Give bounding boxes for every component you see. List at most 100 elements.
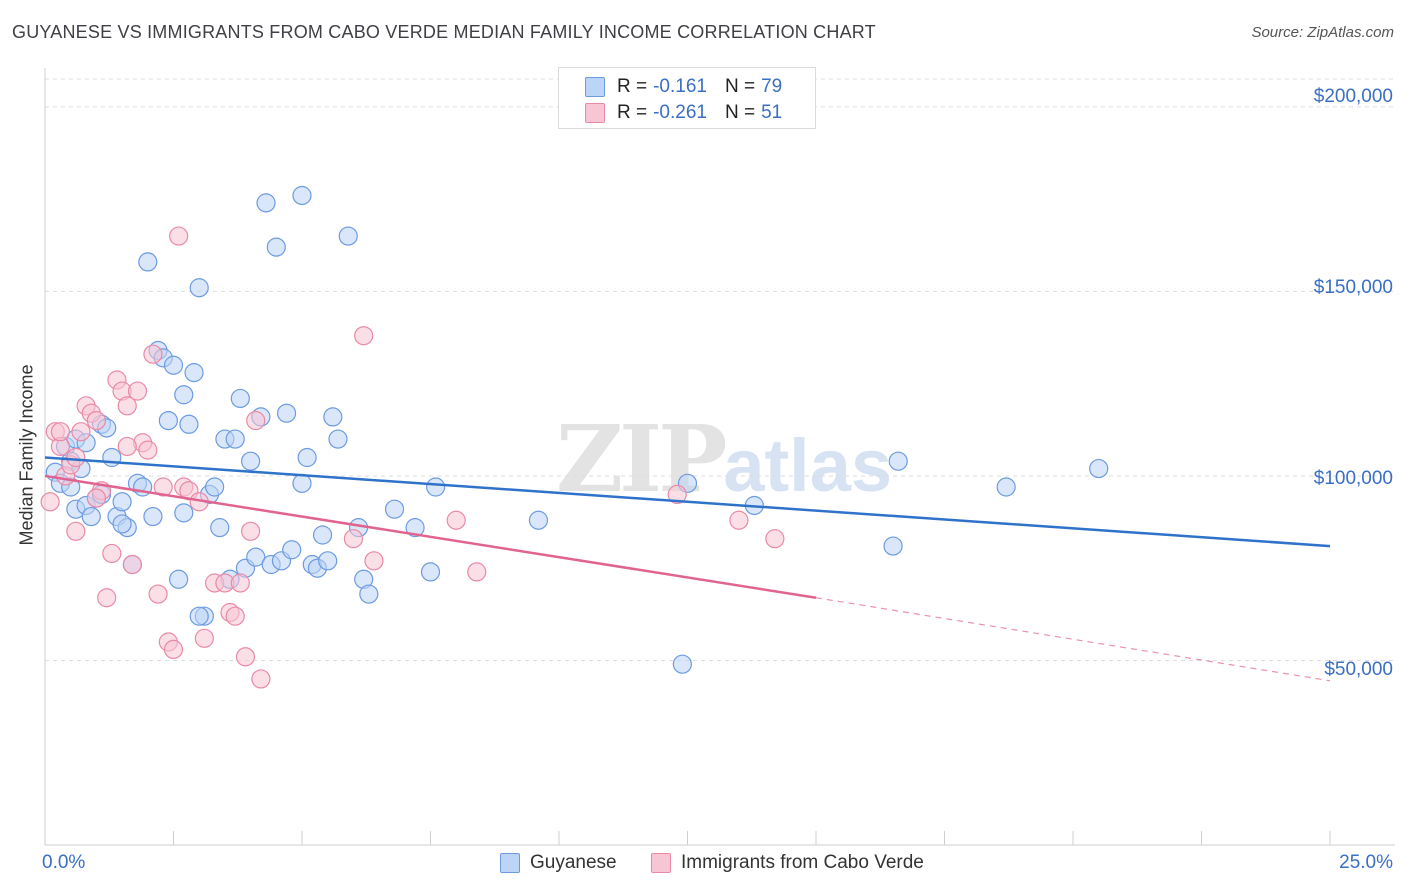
legend-r-value: -0.161 — [653, 76, 707, 97]
point-guyanese — [426, 477, 446, 497]
point-guyanese — [112, 492, 132, 512]
point-guyanese — [174, 385, 194, 405]
point-guyanese — [420, 562, 441, 582]
bottom-legend-swatch-blue — [500, 853, 520, 873]
point-guyanese — [112, 514, 132, 534]
point-cabo-verde — [50, 422, 71, 442]
point-guyanese — [143, 506, 163, 527]
point-guyanese — [297, 447, 317, 468]
correlation-legend: R = -0.161 N = 79 R = -0.261 N = 51 — [558, 67, 816, 129]
point-guyanese — [225, 429, 245, 449]
point-cabo-verde — [225, 606, 245, 626]
point-guyanese — [1089, 458, 1109, 479]
point-cabo-verde — [143, 344, 163, 364]
point-cabo-verde — [71, 422, 91, 442]
point-cabo-verde — [241, 521, 261, 541]
legend-n-label: N = — [724, 102, 756, 123]
point-cabo-verde — [354, 326, 374, 346]
point-guyanese — [384, 499, 405, 519]
point-cabo-verde — [117, 396, 137, 416]
point-cabo-verde — [122, 554, 142, 575]
point-cabo-verde — [364, 551, 384, 571]
point-cabo-verde — [235, 647, 256, 667]
x-tick-label-min: 0.0% — [42, 852, 86, 873]
point-cabo-verde — [138, 440, 158, 460]
point-guyanese — [266, 237, 286, 257]
point-guyanese — [210, 518, 230, 538]
legend-r-label: R = — [617, 76, 648, 97]
point-cabo-verde — [97, 588, 117, 608]
point-cabo-verde — [343, 529, 363, 549]
point-guyanese — [246, 547, 266, 567]
point-guyanese — [138, 252, 158, 272]
point-guyanese — [205, 477, 225, 497]
point-cabo-verde — [446, 510, 466, 530]
point-cabo-verde — [163, 639, 184, 660]
bottom-legend-label: Guyanese — [530, 852, 617, 873]
point-guyanese — [996, 477, 1016, 497]
watermark-atlas: atlas — [723, 424, 893, 507]
point-cabo-verde — [194, 628, 214, 648]
point-guyanese — [241, 451, 261, 471]
trendline-cabo-verde — [44, 474, 817, 599]
point-cabo-verde — [127, 381, 148, 401]
point-guyanese — [323, 407, 343, 427]
point-guyanese — [276, 403, 297, 423]
point-cabo-verde — [667, 484, 687, 505]
legend-n-label: N = — [724, 76, 756, 97]
legend-row-guyanese: R = -0.161 N = 79 — [585, 75, 782, 99]
bottom-legend-cabo-verde: Immigrants from Cabo Verde — [651, 852, 924, 874]
trendline-guyanese — [44, 456, 1331, 548]
point-cabo-verde — [86, 488, 107, 508]
bottom-legend-label: Immigrants from Cabo Verde — [681, 852, 924, 873]
point-cabo-verde — [230, 573, 250, 593]
point-cabo-verde — [153, 477, 173, 497]
point-guyanese — [312, 525, 333, 545]
source-label: Source: ZipAtlas.com — [1251, 24, 1394, 41]
point-guyanese — [81, 506, 101, 527]
y-tick-label-150000: $150,000 — [1313, 277, 1393, 298]
point-cabo-verde — [246, 410, 266, 431]
point-cabo-verde — [40, 492, 60, 512]
point-guyanese — [158, 410, 178, 431]
point-cabo-verde — [66, 447, 86, 468]
legend-swatch-pink — [585, 103, 605, 123]
legend-row-cabo-verde: R = -0.261 N = 51 — [585, 101, 782, 125]
bottom-legend-guyanese: Guyanese — [500, 852, 617, 874]
point-guyanese — [282, 540, 302, 560]
x-tick-label-max: 25.0% — [1339, 852, 1393, 873]
bottom-legend-swatch-pink — [651, 853, 671, 873]
point-guyanese — [883, 536, 903, 556]
point-guyanese — [528, 510, 549, 530]
point-guyanese — [405, 518, 425, 538]
point-guyanese — [102, 447, 122, 468]
y-tick-label-200000: $200,000 — [1313, 86, 1393, 107]
point-guyanese — [359, 584, 379, 604]
point-guyanese — [318, 551, 338, 571]
chart-title: GUYANESE VS IMMIGRANTS FROM CABO VERDE M… — [12, 22, 876, 42]
point-guyanese — [672, 654, 692, 674]
point-guyanese — [256, 193, 276, 213]
point-cabo-verde — [148, 584, 168, 604]
point-guyanese — [174, 503, 194, 523]
point-cabo-verde — [467, 562, 487, 582]
point-guyanese — [888, 451, 908, 471]
legend-r-value: -0.261 — [653, 102, 707, 123]
point-guyanese — [179, 414, 199, 434]
point-cabo-verde — [117, 436, 137, 457]
y-axis-title: Median Family Income — [16, 364, 37, 546]
point-guyanese — [189, 278, 209, 298]
point-cabo-verde — [729, 510, 749, 530]
legend-n-value: 79 — [761, 76, 783, 97]
point-guyanese — [169, 569, 189, 589]
trendline-cabo-verde-extrapolated — [815, 597, 1331, 682]
point-guyanese — [163, 355, 184, 375]
y-tick-label-50000: $50,000 — [1324, 659, 1393, 680]
point-guyanese — [292, 473, 312, 493]
legend-n-value: 51 — [761, 102, 783, 123]
point-guyanese — [338, 226, 358, 246]
point-cabo-verde — [86, 410, 107, 431]
point-cabo-verde — [66, 521, 86, 541]
point-cabo-verde — [102, 543, 122, 564]
